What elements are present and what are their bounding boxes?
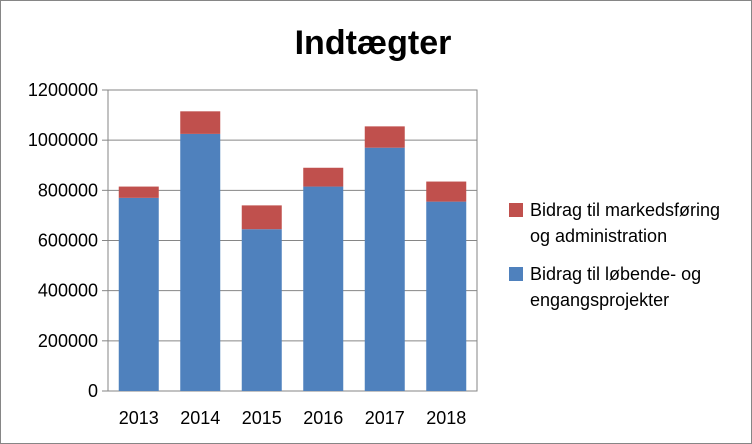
bar-segment [364, 147, 405, 391]
x-tick-label: 2013 [119, 408, 159, 428]
legend-label: engangsprojekter [530, 290, 669, 310]
bar-segment [303, 167, 344, 187]
bar-segment [118, 186, 159, 198]
legend-label: og administration [530, 226, 667, 246]
y-tick-label: 800000 [38, 180, 98, 200]
bar-segment [426, 181, 467, 202]
y-tick-label: 1000000 [28, 130, 98, 150]
bar-segment [364, 126, 405, 148]
y-tick-label: 600000 [38, 231, 98, 251]
chart-title: Indtægter [295, 24, 452, 62]
legend-swatch [509, 267, 523, 281]
x-tick-label: 2016 [303, 408, 343, 428]
x-tick-label: 2015 [242, 408, 282, 428]
y-tick-label: 200000 [38, 331, 98, 351]
x-tick-label: 2018 [426, 408, 466, 428]
y-tick-label: 400000 [38, 281, 98, 301]
bar-segment [426, 201, 467, 391]
x-tick-label: 2017 [365, 408, 405, 428]
legend-label: Bidrag til løbende- og [530, 264, 701, 284]
legend-label: Bidrag til markedsføring [530, 200, 720, 220]
legend-swatch [509, 203, 523, 217]
bar-segment [180, 111, 221, 134]
bar-segment [241, 205, 282, 230]
x-tick-label: 2014 [180, 408, 220, 428]
bar-segment [303, 186, 344, 391]
bar-segment [118, 197, 159, 391]
y-tick-label: 0 [88, 381, 98, 401]
bar-segment [180, 133, 221, 392]
y-tick-label: 1200000 [28, 80, 98, 100]
bar-segment [241, 229, 282, 391]
